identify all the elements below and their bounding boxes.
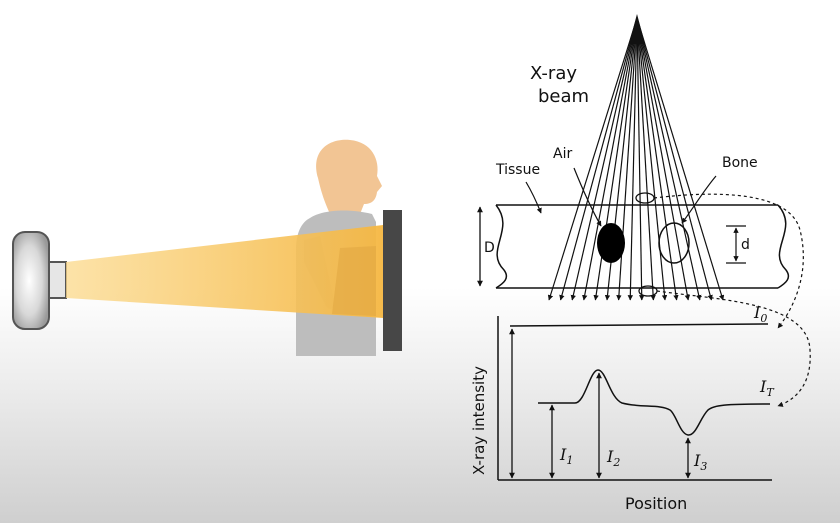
beam-ray (582, 17, 638, 301)
x-axis-label: Position (625, 494, 687, 513)
beam-ray (636, 17, 713, 301)
detector-plate (383, 210, 402, 351)
xray-beam-cone (66, 225, 383, 318)
I0-connector (653, 193, 804, 329)
air-cavity (597, 223, 625, 263)
I1-label: I1 (559, 445, 573, 467)
y-axis-label: X-ray intensity (470, 366, 488, 475)
I3-label: I3 (693, 451, 707, 473)
top-ray-marker (635, 192, 655, 204)
patient-head (316, 139, 382, 214)
I2-label: I2 (606, 447, 620, 469)
beam-ray (636, 17, 656, 301)
beam-label-line2: beam (538, 86, 589, 107)
beam-ray (636, 17, 725, 301)
beam-ray (559, 17, 638, 301)
xray-source (12, 231, 67, 330)
beam-ray (636, 17, 679, 301)
D-label: D (484, 240, 495, 256)
I0-line (509, 323, 769, 327)
I0-label: I0 (753, 303, 767, 325)
beam-label-line1: X-ray (530, 63, 577, 84)
d-label: d (741, 237, 750, 253)
IT-curve (538, 369, 771, 436)
beam-ray (547, 17, 638, 301)
tissue-slab (495, 204, 790, 289)
IT-label: IT (759, 377, 775, 399)
tissue-label: Tissue (495, 162, 540, 178)
air-label: Air (553, 146, 572, 162)
beam-ray (570, 17, 638, 301)
beam-rays (547, 17, 725, 301)
beam-ray (636, 17, 702, 301)
bone-label: Bone (722, 155, 758, 171)
beam-ray (636, 17, 690, 301)
bone-inclusion (658, 222, 690, 264)
beam-ray (627, 17, 638, 301)
graph-axes (497, 316, 772, 481)
IT-connector (656, 290, 811, 407)
beam-apex (629, 14, 645, 44)
beam-ray (636, 17, 645, 301)
